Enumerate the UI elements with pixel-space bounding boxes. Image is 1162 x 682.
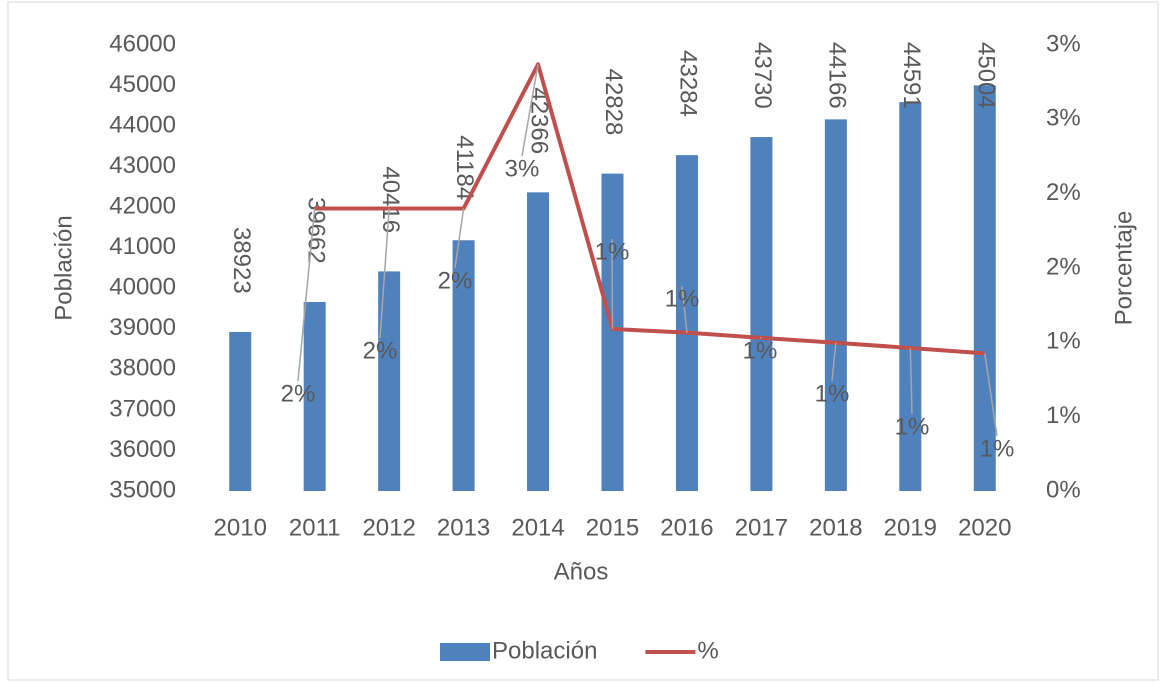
leader-line [379,208,390,339]
y-tick-label: 45000 [109,71,176,98]
line-series [314,62,985,356]
x-tick-label: 2017 [735,514,788,541]
bar [824,119,847,492]
x-tick-label: 2019 [884,514,937,541]
line-value-label: 2% [281,380,316,407]
bar-value-label: 43730 [749,42,776,109]
y-tick-label: 46000 [109,30,176,57]
y2-tick-label: 1% [1046,402,1081,429]
x-tick-label: 2018 [809,514,862,541]
x-tick-label: 2011 [289,514,341,541]
bar-value-label: 45004 [972,42,999,109]
y-tick-label: 36000 [109,436,176,463]
y-axis-title: Población [50,215,77,320]
bar [899,102,922,492]
bar-value-label: 40416 [377,166,404,233]
bar [973,85,996,491]
line-value-label: 1% [595,238,630,265]
bar-value-label: 43284 [675,50,702,117]
y-tick-label: 44000 [109,111,176,138]
leader-line [454,208,465,269]
bar-value-label: 42828 [600,69,627,136]
line-value-label: 2% [438,267,473,294]
legend-label: % [697,637,718,664]
y2-tick-label: 3% [1046,105,1081,132]
leader-line [831,342,837,382]
y2-tick-label: 3% [1046,30,1081,57]
x-tick-label: 2015 [586,514,639,541]
line-value-label: 1% [743,337,778,364]
x-tick-label: 2016 [660,514,713,541]
leader-line [681,285,688,333]
line-value-label: 1% [980,435,1015,462]
bar-value-label: 44166 [824,42,851,109]
leader-line [297,208,316,382]
x-tick-label: 2010 [214,514,267,541]
leader-line [984,353,998,437]
bar [303,301,326,491]
y-tick-label: 39000 [109,314,176,341]
y-tick-label: 38000 [109,355,176,382]
y-tick-label: 35000 [109,476,176,503]
bar [378,271,401,491]
line-value-label: 3% [505,155,540,182]
leader-line [909,347,913,415]
leader-line [521,64,539,157]
y2-axis-title: Porcentaje [1110,211,1137,326]
y-tick-label: 37000 [109,395,176,422]
legend-swatch [440,643,490,661]
x-axis-title: Años [554,558,609,585]
line-value-label: 1% [665,285,700,312]
x-tick-label: 2012 [362,514,415,541]
y2-tick-label: 0% [1046,476,1081,503]
y-tick-label: 41000 [109,233,176,260]
bar [675,155,698,491]
x-tick-label: 2014 [511,514,564,541]
bar [750,137,773,491]
y-tick-label: 43000 [109,152,176,179]
x-tick-label: 2020 [958,514,1011,541]
line-value-label: 2% [363,337,398,364]
bar [452,240,475,491]
x-tick-label: 2013 [437,514,490,541]
y2-tick-label: 1% [1046,328,1081,355]
leader-line [611,238,614,329]
bar [601,173,624,492]
bar [527,192,550,492]
bar-value-label: 44591 [898,42,925,109]
y2-tick-label: 2% [1046,253,1081,280]
chart-frame [7,1,1159,681]
legend-label: Población [492,637,597,664]
y-tick-label: 42000 [109,193,176,220]
bar [229,331,252,491]
line-value-label: 1% [815,380,850,407]
line-value-label: 1% [895,413,930,440]
y-tick-label: 40000 [109,274,176,301]
y2-tick-label: 2% [1046,179,1081,206]
bar-value-label: 38923 [228,227,255,294]
